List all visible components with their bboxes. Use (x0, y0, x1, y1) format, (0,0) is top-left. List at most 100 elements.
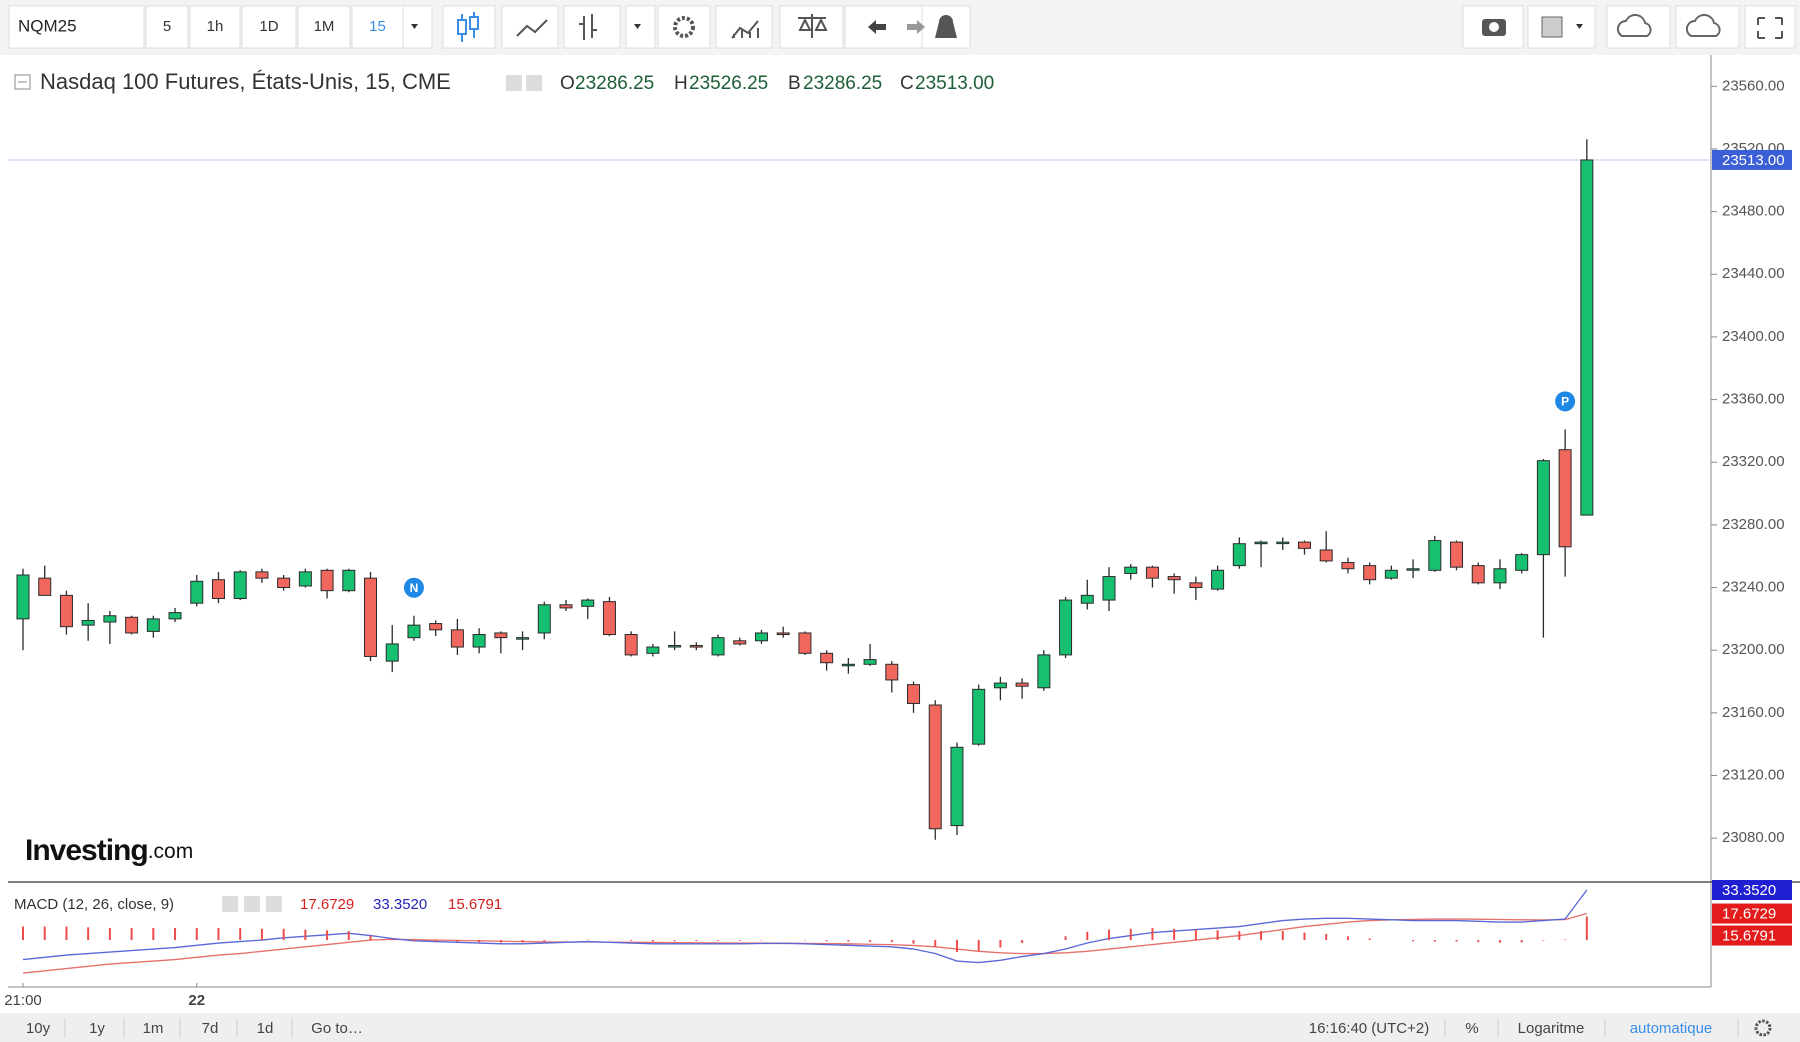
candle-body (385, 643, 399, 662)
candle-body (1363, 565, 1377, 581)
ohlc-key: O (560, 73, 575, 94)
candle-body (624, 634, 638, 656)
y-tick-label: 23320.00 (1722, 453, 1785, 470)
candle-body (972, 688, 986, 745)
goto-button[interactable]: Go to… (311, 1020, 363, 1037)
log-button[interactable]: Logaritme (1518, 1020, 1585, 1037)
settings-button[interactable] (1754, 1019, 1772, 1037)
candle-body (364, 577, 378, 657)
candle-body (1558, 449, 1572, 548)
interval-button[interactable]: 1h (207, 18, 224, 35)
candle-body (1211, 569, 1225, 590)
last-price-label: 23513.00 (1722, 152, 1785, 169)
y-tick-label: 23360.00 (1722, 391, 1785, 408)
toolbar-button[interactable] (402, 5, 433, 49)
toolbar-button[interactable] (657, 5, 711, 49)
cloud-down-icon (1616, 13, 1652, 37)
toolbar-button[interactable] (351, 5, 404, 49)
watermark: Investing.com (25, 834, 193, 867)
toolbar-button[interactable] (501, 5, 559, 49)
candle-body (1167, 576, 1181, 581)
candle-body (1254, 541, 1268, 545)
toolbar-button[interactable] (625, 5, 656, 49)
toolbar-button[interactable] (1744, 5, 1796, 49)
close-icon[interactable] (266, 896, 282, 912)
fullscreen-icon (1757, 17, 1783, 39)
candle-body (863, 659, 877, 665)
y-tick-label: 23160.00 (1722, 704, 1785, 721)
candle-body (559, 604, 573, 609)
range-button[interactable]: 7d (202, 1020, 219, 1037)
candle-body (81, 619, 95, 626)
candle-body (1493, 568, 1507, 584)
interval-button[interactable]: 1M (314, 18, 335, 35)
candle-body (277, 577, 291, 589)
toolbar-button[interactable] (1606, 5, 1671, 49)
toolbar-button[interactable] (1675, 5, 1740, 49)
ohlc-value: 23513.00 (915, 73, 994, 94)
footer-bar (0, 1013, 1800, 1042)
percent-button[interactable]: % (1465, 1020, 1478, 1037)
candle-body (168, 612, 182, 620)
toolbar-button[interactable] (779, 5, 844, 49)
ohlc-key: H (674, 73, 688, 94)
candle-body (950, 746, 964, 827)
color-icon (1541, 16, 1563, 38)
interval-button[interactable]: 1D (259, 18, 278, 35)
y-tick-label: 23560.00 (1722, 77, 1785, 94)
eye-icon[interactable] (506, 75, 522, 91)
toolbar-button[interactable] (241, 5, 297, 49)
eye-icon[interactable] (222, 896, 238, 912)
settings-icon[interactable] (244, 896, 260, 912)
legend-value: 17.6729 (300, 896, 354, 913)
y-tick-label: 23280.00 (1722, 516, 1785, 533)
candle-body (820, 652, 834, 664)
event-marker-label: P (1561, 395, 1569, 409)
event-marker[interactable] (403, 577, 424, 598)
toolbar-button[interactable] (8, 5, 145, 49)
candle-body (602, 601, 616, 636)
bar-icon (579, 14, 597, 40)
candle-body (211, 579, 225, 600)
candle-body (581, 599, 595, 607)
candle-body (38, 577, 52, 596)
candle-body (754, 632, 768, 642)
event-marker[interactable] (1555, 391, 1576, 412)
candle-body (16, 574, 30, 620)
candle-body (1080, 594, 1094, 604)
candle-body (711, 637, 725, 656)
candle-body (1189, 582, 1203, 589)
toolbar-button[interactable] (189, 5, 241, 49)
toolbar-button[interactable] (715, 5, 773, 49)
interval-button[interactable]: 15 (369, 18, 386, 35)
range-button[interactable]: 10y (26, 1020, 51, 1037)
plot-area (8, 55, 1711, 987)
toolbar-button[interactable] (145, 5, 189, 49)
camera-icon-lens (1489, 22, 1499, 32)
collapse-icon[interactable] (14, 74, 31, 90)
candle-body (798, 632, 812, 654)
candle-body (1471, 565, 1485, 584)
y-tick-label: 23400.00 (1722, 328, 1785, 345)
range-button[interactable]: 1m (143, 1020, 164, 1037)
candle-body (233, 571, 247, 600)
candle-body (1145, 566, 1159, 579)
candle-body (1428, 540, 1442, 571)
candle-body (255, 571, 269, 579)
candle-body (841, 663, 855, 667)
candle-body (450, 629, 464, 648)
y-tick-label: 23240.00 (1722, 579, 1785, 596)
candle-body (1341, 561, 1355, 570)
macd-tag-label: 33.3520 (1722, 882, 1776, 899)
auto-button[interactable]: automatique (1630, 1020, 1713, 1037)
toolbar-button[interactable] (297, 5, 351, 49)
compare-icon (798, 14, 828, 38)
candle-body (733, 640, 747, 645)
settings-icon[interactable] (526, 75, 542, 91)
range-button[interactable]: 1d (257, 1020, 274, 1037)
interval-button[interactable]: 5 (163, 18, 171, 35)
y-tick-label: 23080.00 (1722, 829, 1785, 846)
range-button[interactable]: 1y (89, 1020, 105, 1037)
